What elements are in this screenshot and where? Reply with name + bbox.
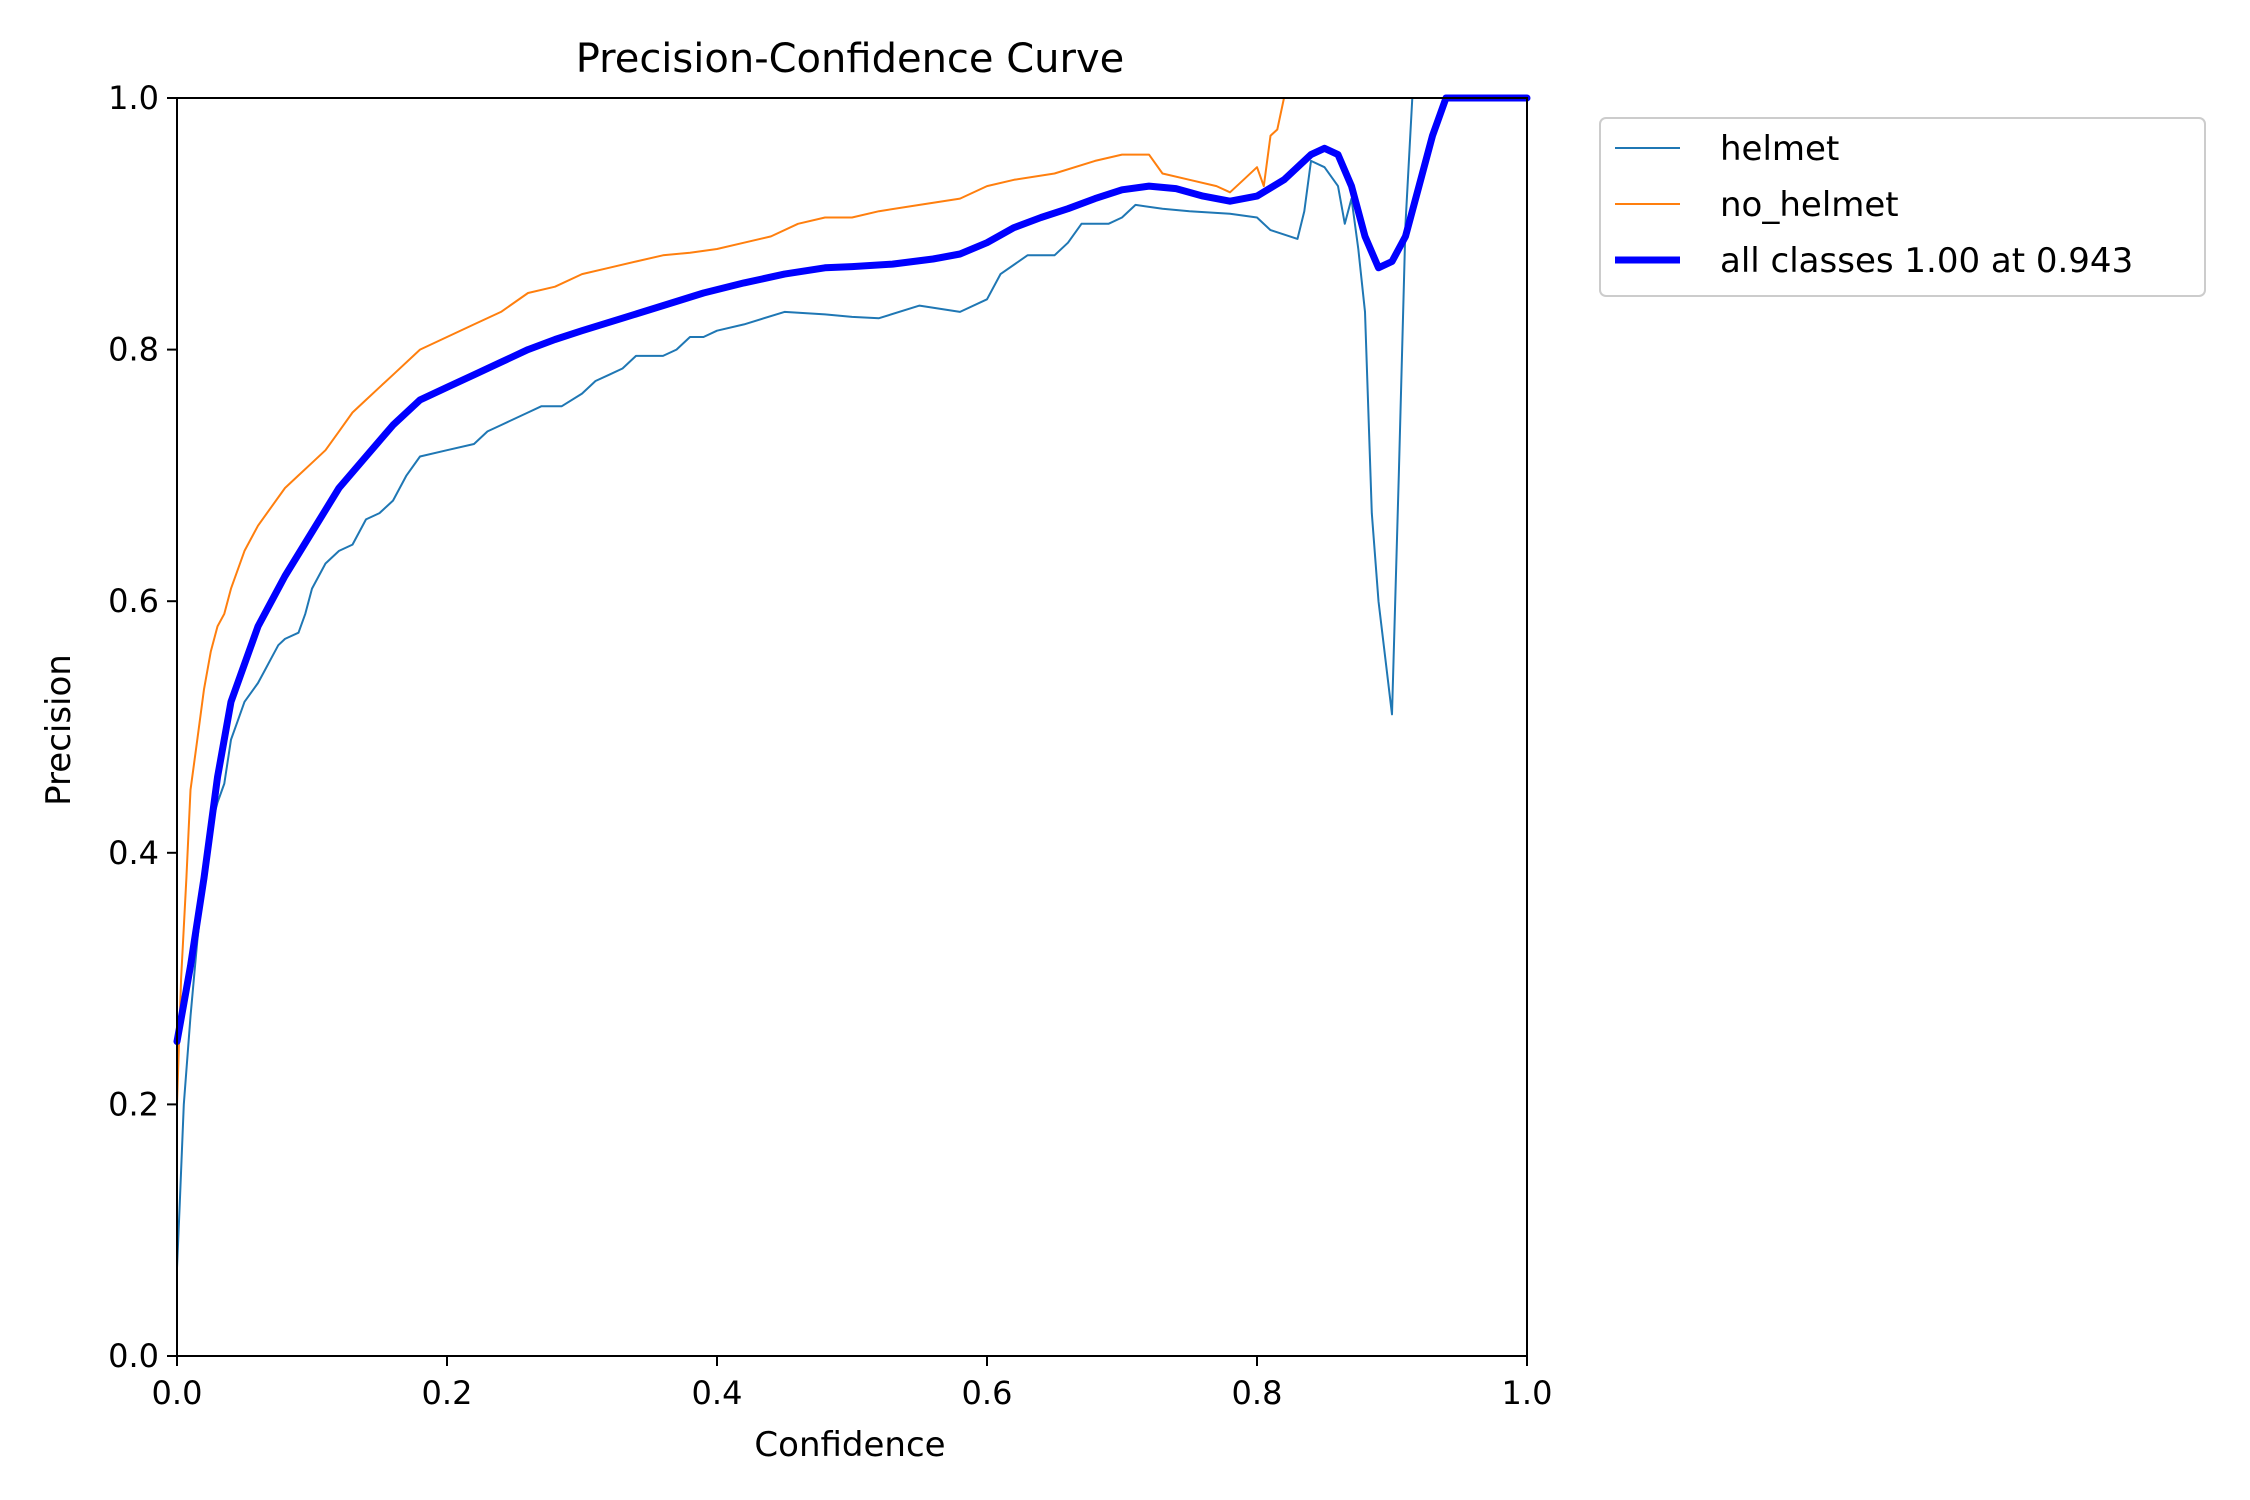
y-tick-label: 0.8 — [108, 331, 159, 369]
legend-label: no_helmet — [1720, 185, 1899, 225]
series-line-helmet — [176, 97, 1528, 1269]
y-axis-label: Precision — [39, 654, 79, 806]
x-tick-label: 0.8 — [1232, 1374, 1283, 1412]
axes-frame — [176, 97, 1528, 1357]
x-tick-label: 0.6 — [962, 1374, 1013, 1412]
x-tick-label: 0.2 — [422, 1374, 473, 1412]
x-tick-label: 0.0 — [152, 1374, 203, 1412]
y-tick-label: 1.0 — [108, 79, 159, 117]
y-tick-label: 0.2 — [108, 1085, 159, 1123]
chart-title: Precision-Confidence Curve — [576, 36, 1125, 82]
x-tick-label: 1.0 — [1502, 1374, 1553, 1412]
legend-label: helmet — [1720, 129, 1839, 169]
legend-label: all classes 1.00 at 0.943 — [1720, 241, 2133, 281]
series-line-no-helmet — [176, 97, 1528, 1106]
legend-box — [1599, 117, 2206, 297]
y-tick-label: 0.4 — [108, 834, 159, 872]
y-tick-label: 0.0 — [108, 1337, 159, 1375]
x-tick-label: 0.4 — [692, 1374, 743, 1412]
y-tick-label: 0.6 — [108, 582, 159, 620]
plot-area: 0.0 0.2 0.4 0.6 0.8 1.0 0.0 0.2 0.4 0.6 0.8 1.0 — [108, 79, 1552, 1412]
series-line-all — [173, 94, 1531, 1045]
x-axis-label: Confidence — [754, 1425, 945, 1465]
